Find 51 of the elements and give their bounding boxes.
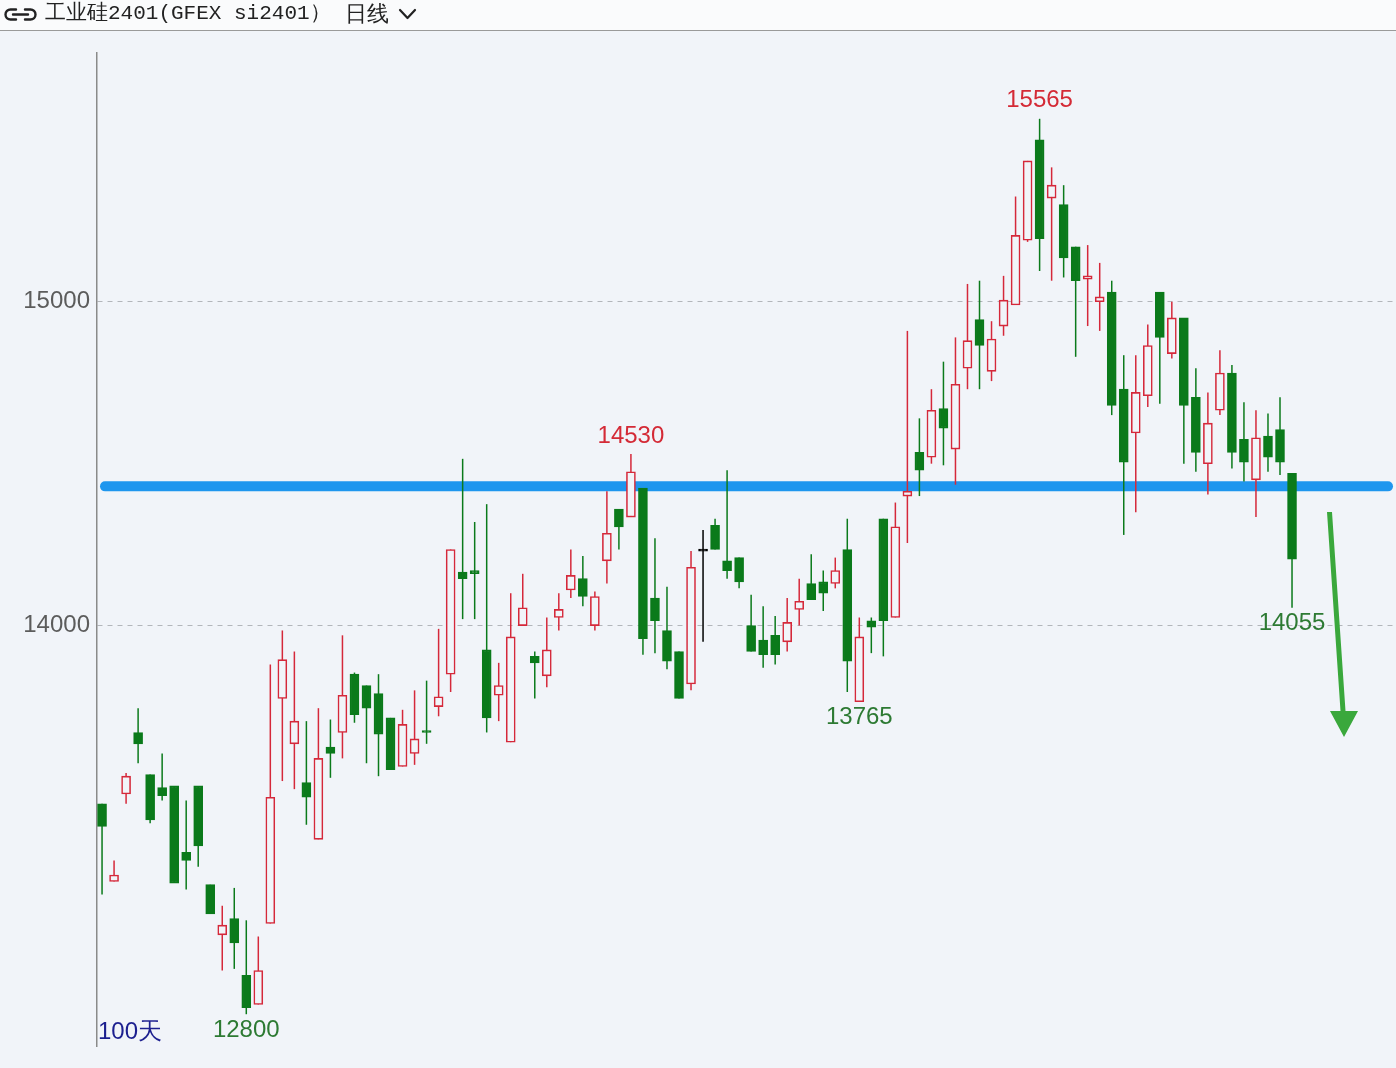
candlestick [1046,166,1057,282]
candlestick [938,360,949,467]
candlestick [614,508,624,551]
candlestick [409,689,420,766]
candlestick [229,887,240,970]
candlestick [914,417,925,497]
candlestick [758,605,768,669]
candlestick [457,458,468,620]
candlestick [97,802,107,896]
candlestick [433,628,444,718]
annotation: 15565 [1006,85,1073,113]
annotation: 14055 [1258,608,1326,636]
annotation: 12800 [212,1014,280,1042]
annotation: 13765 [825,702,893,730]
candlestick [1082,244,1093,327]
candlestick [1263,412,1273,473]
chart-title: 工业硅2401(GFEX si2401） [45,0,331,27]
candlestick [325,718,336,779]
annotation: 14530 [597,420,665,448]
candlestick [529,650,540,700]
candlestick [541,616,552,688]
candlestick [301,720,312,826]
candlestick [710,517,720,551]
annotation: 100天 [98,1017,163,1045]
candlestick [866,616,877,654]
candlestick [133,707,143,764]
candlestick [782,597,793,653]
chart-subtitle: 日线 [345,0,389,28]
candlestick [734,556,744,590]
candlestick [421,679,432,745]
candlestick [578,555,588,607]
candlestick [818,569,829,612]
candlestick [121,772,131,805]
candlestick [722,469,732,580]
candlestick [902,330,913,544]
candlestick [974,279,985,390]
candlestick [830,556,841,590]
candlestick [289,650,300,790]
candlestick [361,684,372,764]
candlestick [746,594,756,653]
candlestick [517,573,528,627]
candlestick [469,521,480,620]
candlestick [998,275,1009,337]
candlestick [493,662,504,722]
y-tick-label: 15000 [23,286,90,314]
candlestick [566,548,576,599]
candlestick [1239,401,1249,483]
candlestick [650,537,660,654]
y-tick-label: 14000 [23,610,90,638]
candlestick [1094,262,1105,332]
candlestick [217,904,228,972]
